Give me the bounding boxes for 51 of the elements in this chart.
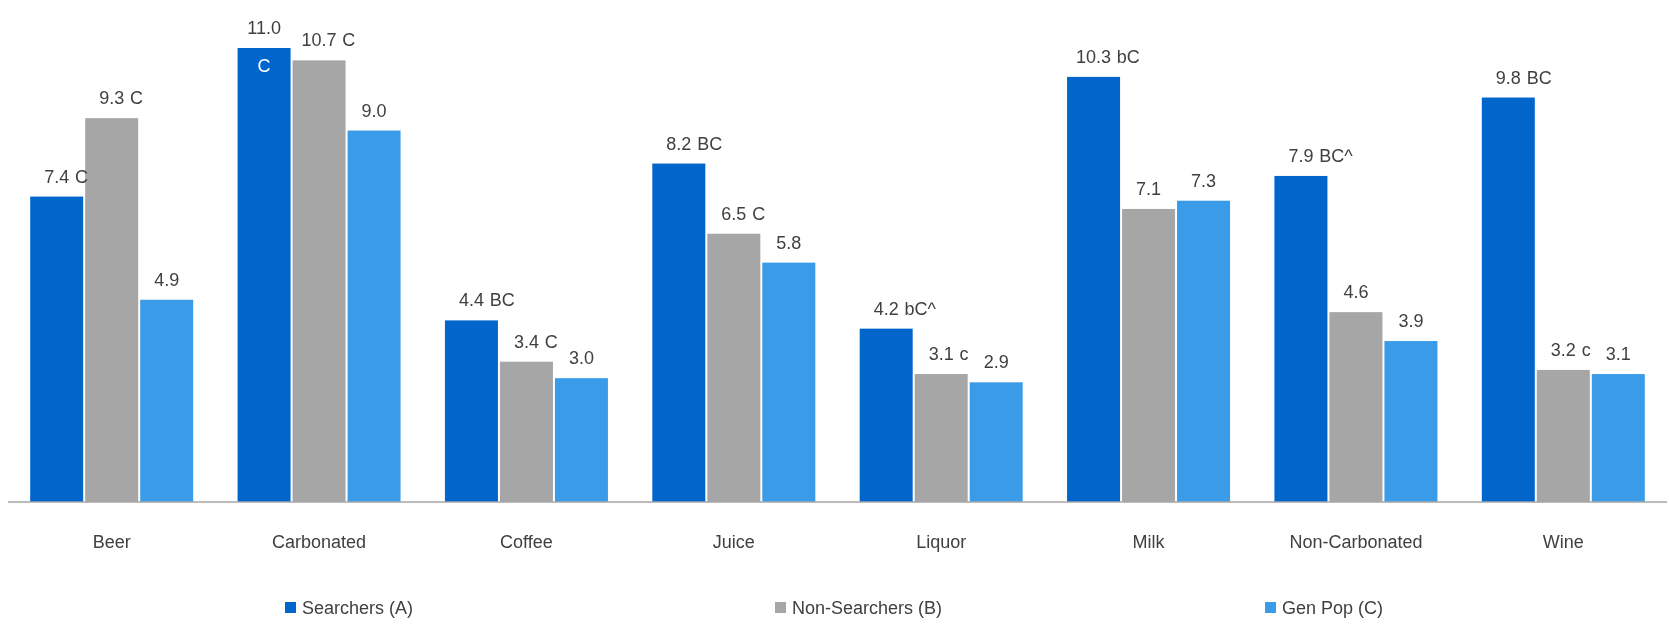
bar xyxy=(347,130,401,502)
x-tick-label: Non-Carbonated xyxy=(1289,532,1423,552)
data-label: 3.9 xyxy=(1398,311,1424,332)
data-label: 7.1 xyxy=(1136,178,1162,199)
data-label: 3.2 c xyxy=(1550,339,1591,360)
data-label: 4.2 bC^ xyxy=(873,298,937,319)
data-label: 10.7 C xyxy=(301,30,356,51)
x-tick-label: Wine xyxy=(1542,532,1584,552)
bar xyxy=(1067,76,1121,502)
data-label: 9.0 xyxy=(361,100,387,121)
data-label: 11.0 C xyxy=(247,18,281,76)
legend-label: Gen Pop (C) xyxy=(1282,598,1384,618)
legend-label: Searchers (A) xyxy=(302,598,414,618)
bar xyxy=(969,382,1023,502)
legend-label: Non-Searchers (B) xyxy=(792,598,943,618)
x-tick-label: Coffee xyxy=(500,532,553,552)
data-label: 7.4 C xyxy=(44,166,89,187)
data-label: 6.5 C xyxy=(721,203,766,224)
bar xyxy=(140,299,194,502)
bar xyxy=(554,378,608,502)
x-tick-label: Milk xyxy=(1132,532,1166,552)
bar xyxy=(1274,175,1328,502)
data-label: 4.9 xyxy=(154,269,180,290)
data-label: 3.1 c xyxy=(928,344,969,365)
bar xyxy=(762,262,816,502)
data-label: 10.3 bC xyxy=(1076,46,1140,67)
bar xyxy=(444,320,498,502)
bar xyxy=(652,163,706,502)
bar xyxy=(30,196,84,502)
data-label: 5.8 xyxy=(776,232,802,253)
bar xyxy=(1481,97,1535,502)
x-tick-label: Liquor xyxy=(916,532,967,552)
data-label: 9.3 C xyxy=(99,88,144,109)
bar xyxy=(1177,200,1231,502)
data-label: 4.4 BC xyxy=(458,290,515,311)
data-label: 3.0 xyxy=(568,348,594,369)
data-label: 8.2 BC xyxy=(666,133,723,154)
data-label: 4.6 xyxy=(1343,282,1369,303)
x-tick-label: Beer xyxy=(92,532,131,552)
data-label: 7.9 BC^ xyxy=(1288,145,1354,166)
data-label: 9.8 BC xyxy=(1495,67,1552,88)
data-label: 3.4 C xyxy=(513,331,558,352)
bar xyxy=(237,48,291,502)
data-label: 3.1 xyxy=(1605,344,1631,365)
x-tick-label: Juice xyxy=(712,532,755,552)
bar xyxy=(859,328,913,502)
data-label: 2.9 xyxy=(983,352,1009,373)
bar xyxy=(1591,374,1645,502)
x-tick-label: Carbonated xyxy=(272,532,367,552)
data-label: 7.3 xyxy=(1191,170,1217,191)
bar xyxy=(1384,341,1438,502)
